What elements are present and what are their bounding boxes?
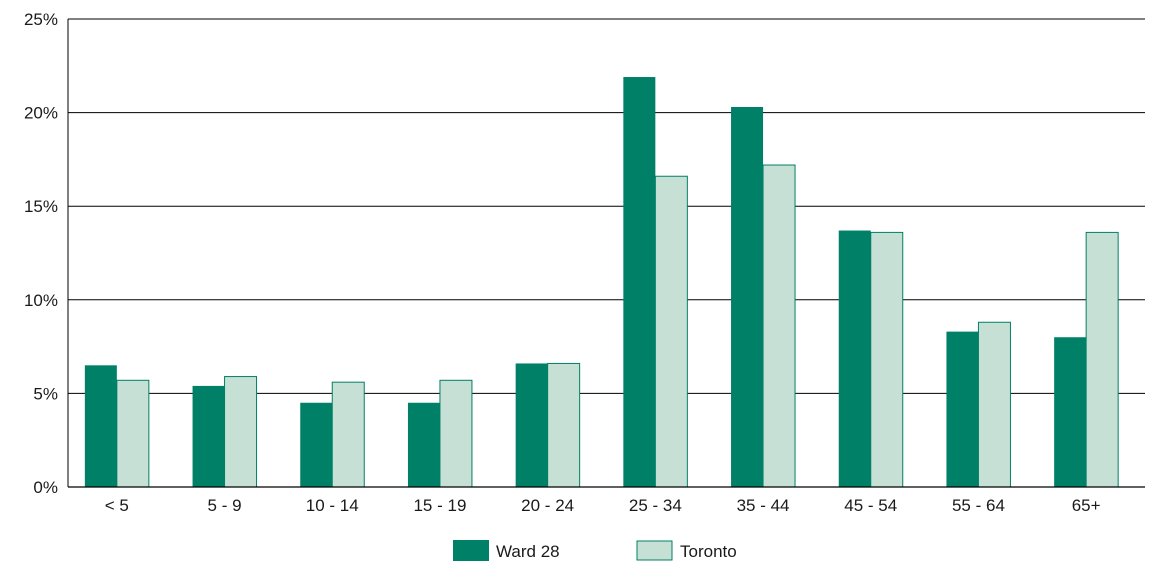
bar-ward-28-35-44 <box>731 106 764 487</box>
bar-toronto-55-64 <box>977 321 1011 488</box>
x-axis-ticks: < 5 5 - 9 10 - 14 15 - 19 20 - 24 25 - 34 35 -… <box>105 496 1101 515</box>
legend-swatch-toronto <box>636 540 673 561</box>
bar-toronto-25-34 <box>654 175 688 488</box>
legend-label-ward-28: Ward 28 <box>496 542 560 561</box>
bar-ward-28-20-24 <box>515 363 548 487</box>
y-tick-label: 15% <box>24 197 58 216</box>
y-tick-label: 10% <box>24 291 58 310</box>
legend: Ward 28 Toronto <box>453 540 737 561</box>
bar-ward-28-55-64 <box>946 331 979 487</box>
x-tick-label: 15 - 19 <box>413 496 466 515</box>
y-tick-label: 5% <box>33 384 58 403</box>
x-tick-label: 55 - 64 <box>952 496 1005 515</box>
bar-toronto-45-54 <box>870 231 904 488</box>
y-axis-ticks: 0% 5% 10% 15% 20% 25% <box>24 10 58 497</box>
bar-ward-28-10-14 <box>300 402 333 487</box>
bar-ward-28-25-34 <box>623 77 656 488</box>
x-tick-label: 10 - 14 <box>306 496 359 515</box>
bar-toronto-35-44 <box>762 164 796 488</box>
x-tick-label: 45 - 54 <box>844 496 897 515</box>
bar-toronto-65 <box>1085 231 1119 488</box>
y-tick-label: 25% <box>24 10 58 29</box>
bar-toronto-5 <box>116 379 150 488</box>
bar-ward-28-5-9 <box>192 385 225 487</box>
y-tick-label: 0% <box>33 478 58 497</box>
legend-swatch-ward-28 <box>453 540 489 561</box>
bar-ward-28-5 <box>84 365 117 487</box>
bar-toronto-15-19 <box>439 379 473 488</box>
x-tick-label: < 5 <box>105 496 129 515</box>
bars <box>84 77 1119 488</box>
x-tick-label: 65+ <box>1072 496 1101 515</box>
bar-toronto-10-14 <box>331 381 365 488</box>
x-tick-label: 20 - 24 <box>521 496 574 515</box>
bar-toronto-20-24 <box>547 362 581 488</box>
x-tick-label: 25 - 34 <box>629 496 682 515</box>
x-tick-label: 5 - 9 <box>208 496 242 515</box>
legend-label-toronto: Toronto <box>680 542 737 561</box>
bar-ward-28-45-54 <box>838 230 871 487</box>
bar-toronto-5-9 <box>224 376 258 488</box>
bar-ward-28-15-19 <box>407 402 440 487</box>
x-tick-label: 35 - 44 <box>737 496 790 515</box>
y-tick-label: 20% <box>24 104 58 123</box>
bar-ward-28-65 <box>1054 337 1087 487</box>
